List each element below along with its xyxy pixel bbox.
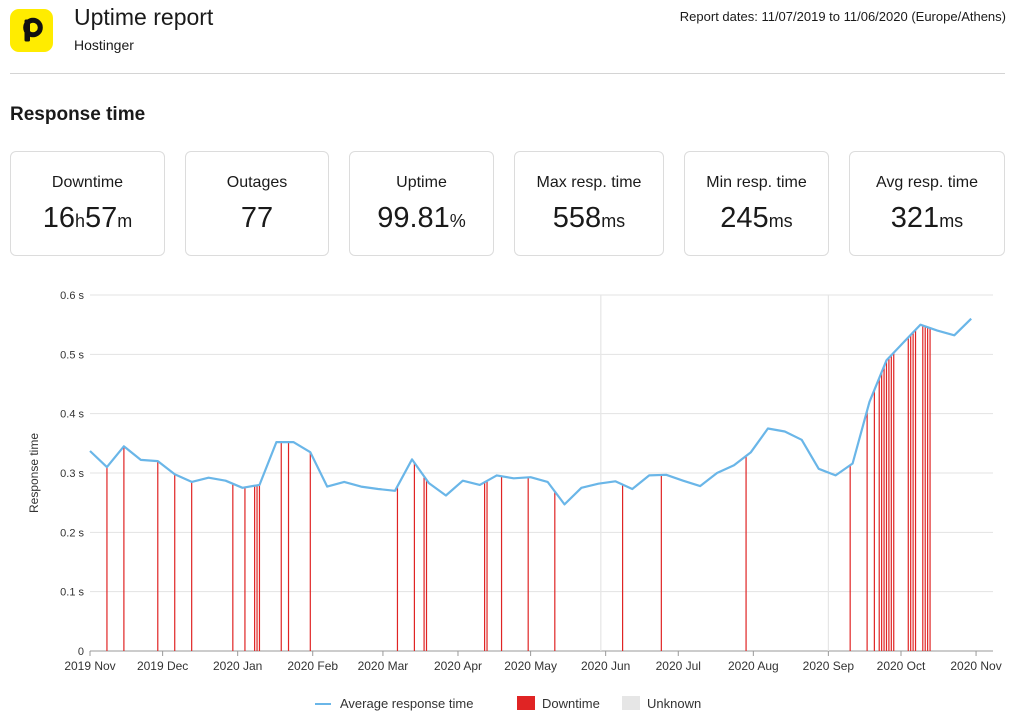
stat-card-outages: Outages 77: [185, 151, 329, 256]
section-title: Response time: [10, 104, 146, 125]
stat-value: 16h57m: [11, 202, 164, 235]
stat-unit: ms: [601, 211, 626, 231]
report-header: Uptime report Hostinger Report dates: 11…: [0, 0, 1019, 74]
x-tick-label: 2020 Mar: [358, 659, 409, 673]
x-tick-label: 2020 Oct: [877, 659, 926, 673]
header-divider: [10, 73, 1005, 74]
x-tick-label: 2020 Aug: [728, 659, 779, 673]
stat-label: Uptime: [396, 174, 447, 191]
stat-number: 321: [890, 202, 940, 234]
hostinger-logo: [10, 9, 53, 52]
x-tick-label: 2019 Nov: [64, 659, 115, 673]
x-tick-label: 2020 Jul: [656, 659, 701, 673]
stat-unit: h: [74, 211, 85, 231]
stat-card-min-resp: Min resp. time 245ms: [684, 151, 829, 256]
stat-label: Avg resp. time: [876, 174, 978, 191]
legend-swatch-average: [315, 703, 331, 705]
stat-value: 321ms: [850, 202, 1004, 235]
stat-unit: ms: [768, 211, 793, 231]
x-tick-label: 2020 Jan: [213, 659, 262, 673]
y-tick-label: 0.1 s: [60, 587, 84, 599]
legend-swatch-unknown: [622, 696, 640, 710]
stat-unit: m: [117, 211, 133, 231]
x-tick-label: 2020 Sep: [803, 659, 855, 673]
x-tick-label: 2020 Apr: [434, 659, 482, 673]
stat-card-avg-resp: Avg resp. time 321ms: [849, 151, 1005, 256]
response-time-chart: 0 0.1 s 0.2 s 0.3 s 0.4 s 0.5 s 0.6 s Response …: [27, 290, 1002, 673]
stat-value: 99.81%: [350, 202, 493, 235]
x-tick-label: 2020 May: [504, 659, 557, 673]
y-tick-label: 0.6 s: [60, 290, 84, 302]
stat-unit: ms: [939, 211, 964, 231]
stat-card-max-resp: Max resp. time 558ms: [514, 151, 664, 256]
average-response-line: [89, 317, 972, 506]
logo-p-icon: [23, 17, 43, 42]
stat-number: 57: [85, 202, 118, 234]
stat-value: 77: [186, 202, 328, 235]
page-subtitle: Hostinger: [74, 37, 134, 53]
stat-number: 99.81: [377, 202, 450, 234]
y-tick-label: 0.2 s: [60, 527, 84, 539]
stat-label: Outages: [226, 174, 288, 191]
y-tick-label: 0.4 s: [60, 409, 84, 421]
y-tick-label: 0.3 s: [60, 468, 84, 480]
stat-label: Max resp. time: [536, 174, 642, 191]
legend-label-average: Average response time: [340, 696, 474, 711]
stat-number: 77: [240, 202, 274, 234]
stat-number: 16: [42, 202, 75, 234]
legend-label-unknown: Unknown: [647, 696, 702, 711]
stat-unit: %: [449, 211, 466, 231]
y-tick-label: 0: [78, 646, 84, 658]
stat-label: Downtime: [51, 174, 124, 191]
stat-card-uptime: Uptime 99.81%: [349, 151, 494, 256]
stat-number: 245: [720, 202, 769, 234]
x-tick-label: 2019 Dec: [137, 659, 188, 673]
stat-value: 558ms: [515, 202, 663, 235]
stat-number: 558: [552, 202, 602, 234]
page-title: Uptime report: [74, 4, 214, 30]
legend-swatch-downtime: [517, 696, 535, 710]
y-axis-label: Response time: [27, 433, 41, 513]
x-tick-label: 2020 Jun: [581, 659, 630, 673]
y-tick-label: 0.5 s: [60, 349, 84, 361]
stat-value: 245ms: [685, 202, 828, 235]
legend-label-downtime: Downtime: [542, 696, 600, 711]
stat-card-downtime: Downtime 16h57m: [10, 151, 165, 256]
chart-legend: Average response time Downtime Unknown: [0, 690, 1019, 720]
report-dates: Report dates: 11/07/2019 to 11/06/2020 (…: [679, 9, 1006, 24]
x-tick-label: 2020 Nov: [950, 659, 1001, 673]
stat-label: Min resp. time: [706, 174, 807, 191]
x-tick-label: 2020 Feb: [287, 659, 338, 673]
